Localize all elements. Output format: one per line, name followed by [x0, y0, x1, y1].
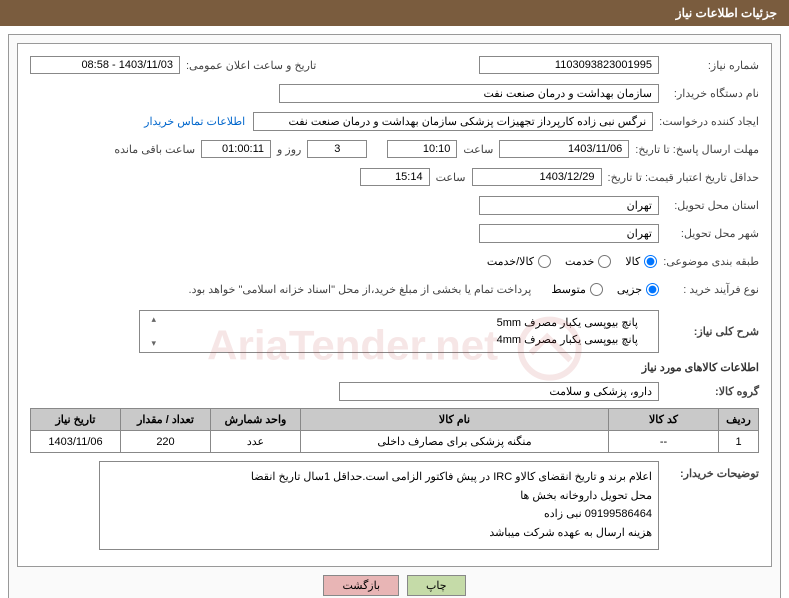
table-row: 1 -- منگنه پزشکی برای مصارف داخلی عدد 22…	[31, 431, 759, 453]
overview-label: شرح کلی نیاز:	[659, 325, 759, 338]
radio-service-input[interactable]	[598, 255, 611, 268]
note-line2: محل تحویل داروخانه بخش ها	[106, 487, 652, 506]
city-label: شهر محل تحویل:	[659, 227, 759, 240]
row-buyer-notes: توضیحات خریدار: اعلام برند و تاریخ انقضا…	[30, 461, 759, 550]
goods-group-label: گروه کالا:	[659, 385, 759, 398]
td-qty: 220	[121, 431, 211, 453]
row-goods-group: گروه کالا: دارو، پزشکی و سلامت	[30, 380, 759, 402]
payment-note: پرداخت تمام یا بخشی از مبلغ خرید،از محل …	[189, 283, 532, 296]
overview-line1: پانچ بیوپسی یکبار مصرف 5mm	[146, 315, 638, 332]
remaining-label: ساعت باقی مانده	[108, 143, 201, 156]
requester-field: نرگس نبی زاده کارپرداز تجهیزات پزشکی ساز…	[253, 112, 653, 131]
page-title-bar: جزئیات اطلاعات نیاز	[0, 0, 789, 26]
th-name: نام کالا	[301, 409, 609, 431]
td-name: منگنه پزشکی برای مصارف داخلی	[301, 431, 609, 453]
buyer-notes-label: توضیحات خریدار:	[659, 461, 759, 480]
radio-service[interactable]: خدمت	[565, 255, 611, 268]
goods-group-field: دارو، پزشکی و سلامت	[339, 382, 659, 401]
category-radio-group: کالا خدمت کالا/خدمت	[487, 255, 657, 268]
time-label-2: ساعت	[430, 171, 472, 184]
buyer-org-field: سازمان بهداشت و درمان صنعت نفت	[279, 84, 659, 103]
outer-frame: AriaTender.net شماره نیاز: 1103093823001…	[8, 34, 781, 598]
purchase-radio-group: جزیی متوسط	[551, 283, 659, 296]
days-count-field: 3	[307, 140, 367, 158]
scroll-down-icon[interactable]	[142, 337, 156, 351]
row-category: طبقه بندی موضوعی: کالا خدمت کالا/خدمت	[30, 250, 759, 272]
th-date: تاریخ نیاز	[31, 409, 121, 431]
time-label-1: ساعت	[457, 143, 499, 156]
main-container: جزئیات اطلاعات نیاز AriaTender.net شماره…	[0, 0, 789, 598]
need-number-field: 1103093823001995	[479, 56, 659, 74]
page-title: جزئیات اطلاعات نیاز	[676, 6, 777, 20]
button-row: چاپ بازگشت	[17, 567, 772, 598]
need-number-label: شماره نیاز:	[659, 59, 759, 72]
row-requester: ایجاد کننده درخواست: نرگس نبی زاده کارپر…	[30, 110, 759, 132]
td-date: 1403/11/06	[31, 431, 121, 453]
back-button[interactable]: بازگشت	[323, 575, 399, 596]
row-overview: شرح کلی نیاز: پانچ بیوپسی یکبار مصرف 5mm…	[30, 310, 759, 353]
radio-goods-service-input[interactable]	[538, 255, 551, 268]
validity-date-field: 1403/12/29	[472, 168, 602, 186]
radio-medium-input[interactable]	[590, 283, 603, 296]
announce-label: تاریخ و ساعت اعلان عمومی:	[180, 59, 316, 72]
th-qty: تعداد / مقدار	[121, 409, 211, 431]
radio-goods[interactable]: کالا	[625, 255, 657, 268]
th-row: ردیف	[719, 409, 759, 431]
buyer-org-label: نام دستگاه خریدار:	[659, 87, 759, 100]
radio-partial-input[interactable]	[646, 283, 659, 296]
goods-table: ردیف کد کالا نام کالا واحد شمارش تعداد /…	[30, 408, 759, 453]
th-code: کد کالا	[609, 409, 719, 431]
row-validity: حداقل تاریخ اعتبار قیمت: تا تاریخ: 1403/…	[30, 166, 759, 188]
days-and-label: روز و	[271, 143, 307, 156]
validity-label: حداقل تاریخ اعتبار قیمت: تا تاریخ:	[602, 171, 759, 184]
print-button[interactable]: چاپ	[407, 575, 466, 596]
buyer-contact-link[interactable]: اطلاعات تماس خریدار	[144, 115, 245, 128]
scroll-up-icon[interactable]	[142, 313, 156, 327]
row-need-number: شماره نیاز: 1103093823001995 تاریخ و ساع…	[30, 54, 759, 76]
note-line3: 09199586464 نبی زاده	[106, 505, 652, 524]
radio-goods-service[interactable]: کالا/خدمت	[487, 255, 551, 268]
radio-partial[interactable]: جزیی	[617, 283, 659, 296]
scroll-arrows[interactable]	[142, 313, 156, 350]
goods-info-title: اطلاعات کالاهای مورد نیاز	[30, 361, 759, 374]
buyer-notes-box: اعلام برند و تاریخ انقضای کالاو IRC در پ…	[99, 461, 659, 550]
note-line1: اعلام برند و تاریخ انقضای کالاو IRC در پ…	[106, 468, 652, 487]
purchase-type-label: نوع فرآیند خرید :	[659, 283, 759, 296]
province-label: استان محل تحویل:	[659, 199, 759, 212]
deadline-label: مهلت ارسال پاسخ: تا تاریخ:	[629, 143, 759, 156]
row-purchase-type: نوع فرآیند خرید : جزیی متوسط پرداخت تمام…	[30, 278, 759, 300]
radio-medium[interactable]: متوسط	[551, 283, 603, 296]
category-label: طبقه بندی موضوعی:	[657, 255, 759, 268]
deadline-date-field: 1403/11/06	[499, 140, 629, 158]
city-field: تهران	[479, 224, 659, 243]
overview-textarea[interactable]: پانچ بیوپسی یکبار مصرف 5mm پانچ بیوپسی ی…	[139, 310, 659, 353]
row-city: شهر محل تحویل: تهران	[30, 222, 759, 244]
deadline-time-field: 10:10	[387, 140, 457, 158]
row-province: استان محل تحویل: تهران	[30, 194, 759, 216]
requester-label: ایجاد کننده درخواست:	[653, 115, 759, 128]
province-field: تهران	[479, 196, 659, 215]
validity-time-field: 15:14	[360, 168, 430, 186]
table-header-row: ردیف کد کالا نام کالا واحد شمارش تعداد /…	[31, 409, 759, 431]
th-unit: واحد شمارش	[211, 409, 301, 431]
td-code: --	[609, 431, 719, 453]
note-line4: هزینه ارسال به عهده شرکت میباشد	[106, 524, 652, 543]
countdown-field: 01:00:11	[201, 140, 271, 158]
inner-frame: شماره نیاز: 1103093823001995 تاریخ و ساع…	[17, 43, 772, 567]
announce-field: 1403/11/03 - 08:58	[30, 56, 180, 74]
overview-line2: پانچ بیوپسی یکبار مصرف 4mm	[146, 332, 638, 349]
row-deadline: مهلت ارسال پاسخ: تا تاریخ: 1403/11/06 سا…	[30, 138, 759, 160]
row-buyer-org: نام دستگاه خریدار: سازمان بهداشت و درمان…	[30, 82, 759, 104]
td-unit: عدد	[211, 431, 301, 453]
td-idx: 1	[719, 431, 759, 453]
radio-goods-input[interactable]	[644, 255, 657, 268]
